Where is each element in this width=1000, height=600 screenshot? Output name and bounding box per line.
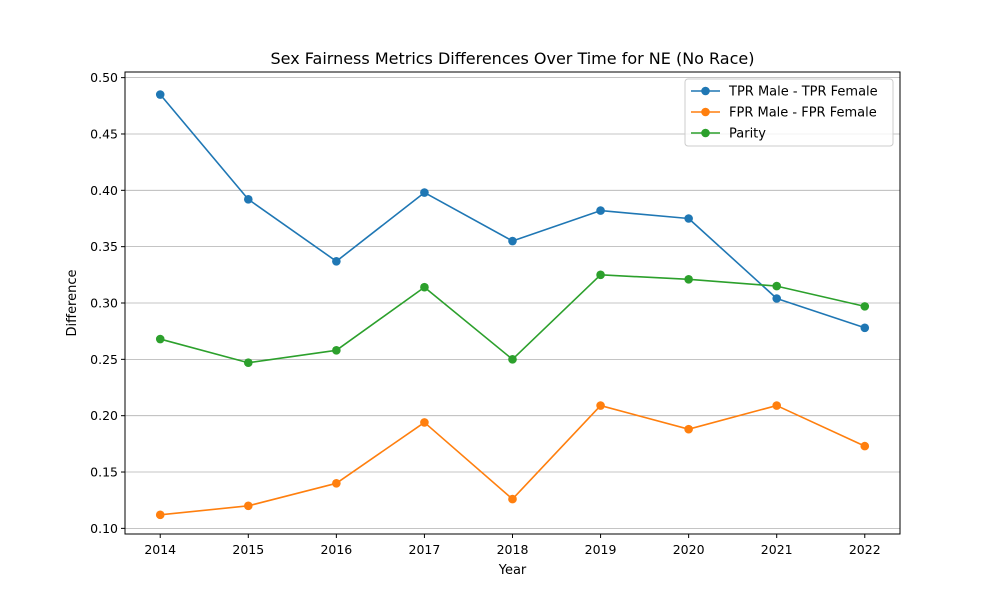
- x-tick-label: 2019: [585, 542, 617, 557]
- legend-marker: [701, 86, 710, 96]
- legend-item: TPR Male - TPR Female: [691, 85, 878, 100]
- data-point: [772, 294, 782, 303]
- y-tick-label: 0.15: [90, 465, 118, 480]
- x-tick-label: 2021: [761, 542, 793, 557]
- data-point: [684, 275, 693, 284]
- data-point: [596, 206, 605, 215]
- legend-item: FPR Male - FPR Female: [691, 106, 877, 121]
- data-point: [243, 501, 253, 511]
- data-point: [420, 282, 429, 292]
- series-layer: [155, 90, 870, 520]
- grid-lines: [125, 77, 900, 529]
- series-1: [155, 90, 870, 333]
- x-tick-label: 2016: [320, 542, 352, 557]
- chart-title: Sex Fairness Metrics Differences Over Ti…: [271, 49, 755, 68]
- data-point: [684, 424, 693, 434]
- x-tick-label: 2017: [409, 542, 441, 557]
- y-tick-label: 0.40: [90, 183, 118, 198]
- legend-marker: [701, 128, 710, 138]
- y-tick-label: 0.45: [90, 126, 118, 141]
- y-tick-label: 0.35: [90, 239, 118, 254]
- series-2: [155, 401, 870, 520]
- data-point: [420, 418, 429, 427]
- y-tick-label: 0.10: [90, 521, 118, 536]
- legend-label: FPR Male - FPR Female: [729, 106, 877, 121]
- data-point: [332, 257, 341, 266]
- y-axis-ticks: 0.10 0.15 0.20 0.25 0.30 0.35 0.40 0.45 0.50: [90, 70, 125, 536]
- legend-box: [684, 78, 894, 147]
- data-point: [860, 441, 870, 451]
- data-point: [155, 334, 165, 344]
- data-point: [243, 195, 253, 204]
- x-axis-ticks: 2014 2015 2016 2017 2018 2019 2020 2021 2022: [144, 534, 881, 557]
- x-tick-label: 2022: [849, 542, 881, 557]
- x-axis-label: Year: [498, 563, 527, 578]
- data-point: [772, 281, 782, 291]
- data-point: [684, 214, 693, 223]
- data-point: [508, 236, 517, 246]
- data-point: [155, 510, 165, 520]
- data-point: [860, 302, 870, 311]
- data-point: [243, 358, 253, 368]
- legend: TPR Male - TPR Female FPR Male - FPR Fema…: [684, 78, 894, 147]
- series-3: [155, 270, 870, 368]
- data-point: [596, 401, 605, 410]
- data-point: [420, 188, 429, 197]
- legend-item: Parity: [691, 127, 766, 142]
- y-tick-label: 0.20: [90, 408, 118, 423]
- x-tick-label: 2015: [232, 542, 264, 557]
- y-tick-label: 0.25: [90, 352, 118, 367]
- legend-label: Parity: [729, 127, 766, 142]
- y-tick-label: 0.30: [90, 296, 118, 311]
- data-point: [508, 494, 517, 504]
- legend-marker: [701, 107, 710, 117]
- x-tick-label: 2014: [144, 542, 176, 557]
- data-point: [596, 270, 605, 280]
- x-tick-label: 2020: [673, 542, 705, 557]
- data-point: [508, 355, 517, 364]
- x-tick-label: 2018: [497, 542, 529, 557]
- data-point: [155, 90, 165, 99]
- data-point: [772, 401, 782, 410]
- legend-label: TPR Male - TPR Female: [728, 85, 878, 100]
- data-point: [332, 346, 341, 355]
- y-axis-label: Difference: [65, 269, 80, 336]
- data-point: [332, 478, 341, 488]
- y-tick-label: 0.50: [90, 70, 118, 85]
- data-point: [860, 323, 870, 333]
